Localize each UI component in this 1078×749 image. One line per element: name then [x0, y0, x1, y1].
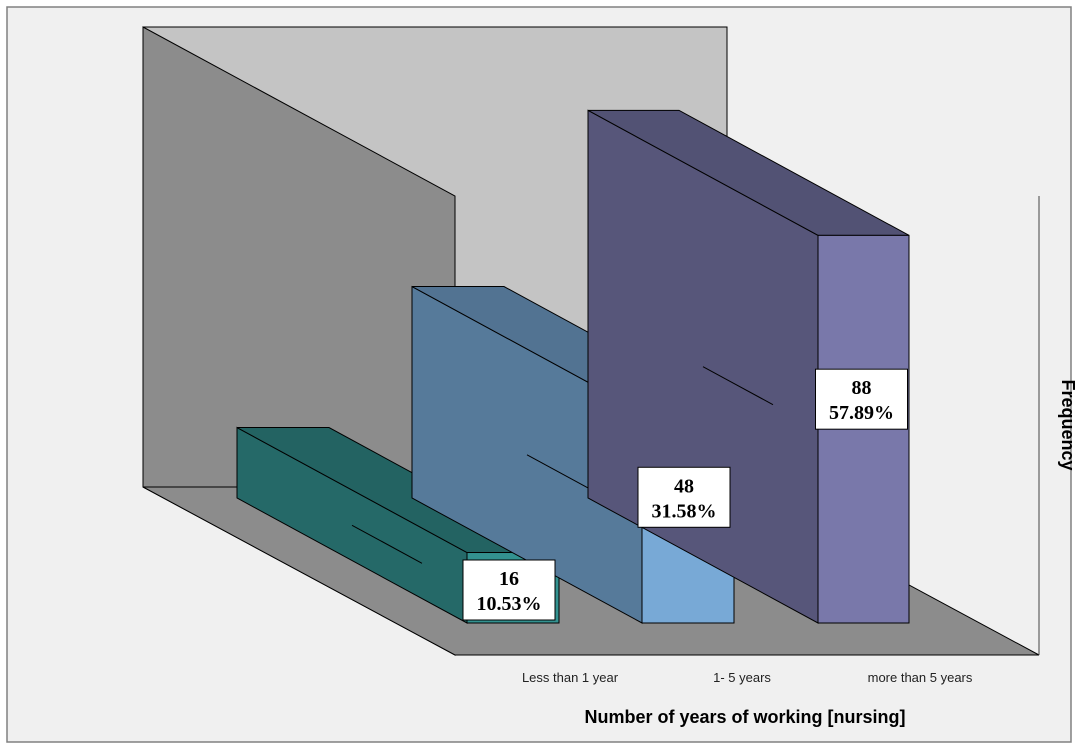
category-ticks: Less than 1 year 1- 5 years more than 5 ye… [522, 670, 973, 685]
data-label-1: 16 10.53% [462, 559, 556, 621]
data-label-box [815, 368, 908, 430]
data-label-count: 16 [499, 568, 519, 590]
data-label-percent: 10.53% [477, 593, 542, 615]
data-label-2: 48 31.58% [637, 466, 731, 528]
data-label-percent: 31.58% [652, 500, 717, 522]
data-label-count: 88 [852, 377, 872, 399]
x-tick-label: Less than 1 year [522, 670, 619, 685]
data-label-count: 48 [674, 475, 694, 497]
x-tick-label: 1- 5 years [713, 670, 771, 685]
bar-label-leader [351, 524, 423, 564]
data-label-3: 88 57.89% [815, 368, 908, 430]
bar-label-leader [526, 454, 598, 494]
data-label-percent: 57.89% [829, 402, 894, 424]
x-tick-label: more than 5 years [868, 670, 973, 685]
y-axis-title: Frequency [1058, 379, 1078, 470]
data-label-box [637, 466, 731, 528]
data-label-box [462, 559, 556, 621]
x-axis-title: Number of years of working [nursing] [584, 707, 905, 727]
bar-label-leader [702, 366, 774, 406]
data-labels: 16 10.53% 48 31.58% 88 57.89% [462, 368, 908, 621]
